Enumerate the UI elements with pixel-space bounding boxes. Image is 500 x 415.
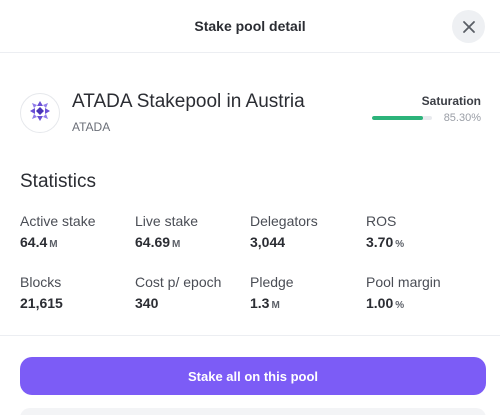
stat-value: 64.4 M <box>20 234 130 250</box>
stat-live-stake: Live stake 64.69 M <box>135 213 245 250</box>
stat-unit: M <box>271 300 280 311</box>
stat-delegators: Delegators 3,044 <box>250 213 360 250</box>
saturation-label: Saturation <box>421 94 481 108</box>
modal-header: Stake pool detail <box>0 0 500 52</box>
stat-number: 1.00 <box>366 295 394 311</box>
stat-pledge: Pledge 1.3 M <box>250 274 360 311</box>
pool-ticker: ATADA <box>72 120 111 134</box>
modal-title: Stake pool detail <box>194 18 306 34</box>
stat-label: Blocks <box>20 274 62 290</box>
stat-value: 3.70% <box>366 234 476 250</box>
stat-number: 340 <box>135 295 159 311</box>
stat-active-stake: Active stake 64.4 M <box>20 213 130 250</box>
stat-number: 64.4 <box>20 234 48 250</box>
stat-number: 1.3 <box>250 295 270 311</box>
stat-value: 1.3 M <box>250 295 360 311</box>
close-button[interactable] <box>452 10 485 43</box>
stat-label: Cost p/ epoch <box>135 274 222 290</box>
stat-label: Delegators <box>250 213 318 229</box>
stat-number: 64.69 <box>135 234 171 250</box>
bottom-panel <box>20 408 486 415</box>
header-divider <box>0 52 500 53</box>
saturation-value: 85.30% <box>443 112 481 124</box>
footer-divider <box>0 335 500 336</box>
stat-value: 21,615 <box>20 295 130 311</box>
stat-pool-margin: Pool margin 1.00% <box>366 274 476 311</box>
stat-label: Live stake <box>135 213 199 229</box>
stake-all-button[interactable]: Stake all on this pool <box>20 357 486 395</box>
stat-blocks: Blocks 21,615 <box>20 274 130 311</box>
stat-value: 64.69 M <box>135 234 245 250</box>
pool-logo <box>20 93 60 133</box>
stat-unit: M <box>49 239 58 250</box>
saturation-bar <box>372 116 432 120</box>
pool-logo-icon <box>27 98 53 129</box>
stat-cost-per-epoch: Cost p/ epoch 340 <box>135 274 245 311</box>
stat-value: 340 <box>135 295 245 311</box>
stat-label: Pledge <box>250 274 294 290</box>
statistics-heading: Statistics <box>20 171 97 192</box>
close-icon <box>462 20 476 34</box>
stat-ros: ROS 3.70% <box>366 213 476 250</box>
stat-value: 1.00% <box>366 295 476 311</box>
stat-number: 21,615 <box>20 295 63 311</box>
stat-label: Pool margin <box>366 274 441 290</box>
stat-number: 3,044 <box>250 234 286 250</box>
saturation-bar-fill <box>372 116 424 120</box>
stat-unit: M <box>172 239 181 250</box>
stat-label: ROS <box>366 213 397 229</box>
stat-value: 3,044 <box>250 234 360 250</box>
stat-unit: % <box>395 239 405 250</box>
stat-label: Active stake <box>20 213 96 229</box>
stat-number: 3.70 <box>366 234 394 250</box>
pool-name: ATADA Stakepool in Austria <box>72 91 305 112</box>
stat-unit: % <box>395 300 405 311</box>
